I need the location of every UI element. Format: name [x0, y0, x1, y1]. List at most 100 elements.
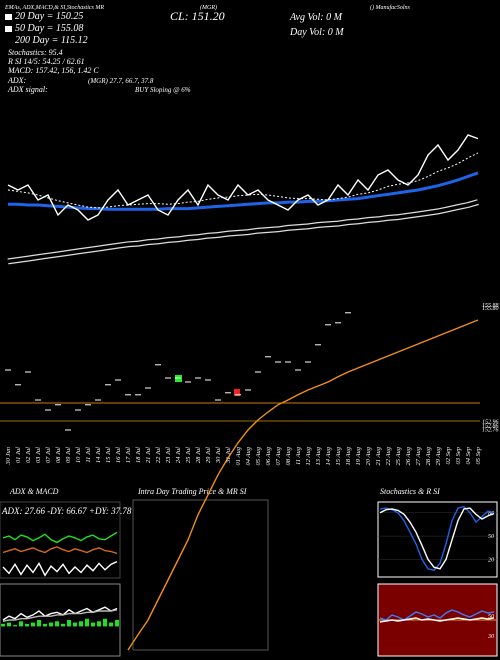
histogram-bar: [49, 622, 53, 627]
x-tick-label: 03 Jul: [35, 447, 42, 463]
x-tick-label: 13 Aug: [315, 446, 322, 465]
x-tick-label: 27 Aug: [415, 446, 422, 465]
annotation: BUY Sloping @ 6%: [135, 86, 191, 94]
histogram-bar: [85, 618, 89, 627]
line: [379, 609, 495, 621]
x-tick-label: 01 Jul: [15, 447, 22, 463]
x-tick-label: 18 Aug: [345, 446, 352, 465]
x-tick-label: 20 Aug: [365, 446, 372, 465]
x-tick-label: 23 Jul: [165, 447, 172, 463]
header-ticker: (MGR): [200, 4, 217, 11]
x-tick-label: 16 Jul: [115, 447, 122, 463]
x-tick-label: 15 Aug: [335, 446, 342, 465]
x-tick-label: 29 Aug: [435, 446, 442, 465]
annotation: ADX signal:: [7, 85, 48, 94]
x-tick-label: 19 Aug: [355, 446, 362, 465]
x-tick-label: 08 Jul: [55, 447, 62, 463]
histogram-bar: [115, 620, 119, 627]
line: [2, 560, 118, 577]
signal-box: [234, 389, 240, 396]
x-tick-label: 02 Sep: [445, 446, 452, 464]
x-tick-label: 29 Jul: [205, 447, 212, 463]
x-tick-label: 30 Jun: [5, 447, 12, 466]
x-tick-label: 22 Jul: [155, 447, 162, 463]
line: [2, 531, 118, 544]
header-company: () ManufacSolns: [370, 4, 410, 11]
annotation: 50 Day = 155.08: [15, 23, 83, 34]
x-tick-label: 17 Jul: [125, 447, 132, 463]
y-tick-label: 20: [488, 557, 494, 563]
annotation: ADX:: [7, 76, 27, 85]
histogram-bar: [55, 621, 59, 627]
adx-annotation: ADX: 27.66 -DY: 66.67 +DY: 37.78: [1, 506, 132, 516]
annotation: (MGR) 27.7, 66.7, 37.8: [88, 77, 154, 85]
annotation: Stochastics: 95.4: [8, 48, 63, 57]
x-tick-label: 10 Jul: [75, 447, 82, 463]
line: [8, 171, 479, 211]
line: [7, 152, 479, 209]
line: [379, 505, 495, 572]
histogram-bar: [19, 621, 23, 627]
histogram-bar: [7, 622, 11, 627]
line: [7, 134, 479, 221]
annotation: MACD: 157.42, 156, 1.42 C: [7, 66, 99, 75]
y-tick-label: 50: [488, 534, 494, 540]
annotation: 20 Day = 150.25: [15, 11, 83, 22]
line: [2, 546, 118, 555]
histogram-bar: [61, 623, 65, 627]
x-tick-label: 25 Jul: [185, 447, 192, 463]
histogram-bar: [79, 621, 83, 627]
avg-vol: Avg Vol: 0 M: [289, 12, 343, 23]
panel-title: Stochastics & R SI: [380, 487, 440, 496]
histogram-bar: [109, 622, 113, 627]
annotation: 200 Day = 115.12: [15, 35, 88, 46]
annotation: R SI 14/5: 54.25 / 62.61: [7, 57, 85, 66]
x-tick-label: 11 Jul: [85, 447, 92, 463]
x-tick-label: 25 Aug: [395, 446, 402, 465]
x-tick-label: 14 Jul: [95, 447, 102, 463]
y-tick-label: 155.80: [482, 306, 499, 312]
x-tick-label: 04 Aug: [245, 446, 252, 465]
header-title: EMAs, ADX,MACD,& SI,Stochastics MR: [4, 5, 104, 11]
close-label: CL: 151.20: [170, 9, 225, 23]
y-tick-label: 155.88: [482, 303, 499, 309]
histogram-bar: [37, 620, 41, 627]
line: [2, 609, 118, 622]
x-tick-label: 22 Aug: [385, 446, 392, 465]
x-tick-label: 12 Aug: [305, 446, 312, 465]
y-tick-label: 30: [487, 634, 494, 640]
histogram-bar: [73, 622, 77, 627]
x-tick-label: 07 Aug: [275, 446, 282, 465]
day-vol: Day Vol: 0 M: [289, 27, 344, 38]
x-tick-label: 11 Aug: [295, 446, 302, 465]
line: [379, 617, 495, 623]
x-tick-label: 24 Jul: [175, 447, 182, 463]
x-tick-label: 02 Jul: [25, 447, 32, 463]
x-tick-label: 05 Aug: [255, 446, 262, 465]
x-tick-label: 28 Jul: [195, 447, 202, 463]
x-tick-label: 18 Jul: [135, 447, 142, 463]
x-tick-label: 31 Jul: [225, 447, 232, 464]
x-tick-label: 30 Jul: [215, 447, 222, 464]
y-tick-label: 152.76: [482, 428, 499, 434]
histogram-bar: [25, 623, 29, 627]
line: [2, 606, 118, 621]
x-tick-label: 01 Aug: [235, 446, 242, 465]
intraday-panel: [132, 499, 269, 651]
x-tick-label: 28 Aug: [425, 446, 432, 465]
x-tick-label: 21 Jul: [145, 447, 152, 463]
x-tick-label: 03 Sep: [455, 446, 462, 464]
histogram-bar: [13, 625, 17, 627]
histogram-bar: [97, 621, 101, 627]
x-tick-label: 26 Aug: [405, 446, 412, 465]
x-tick-label: 09 Jul: [65, 447, 72, 463]
panel-title: ADX & MACD: [9, 487, 59, 496]
y-tick-label: 80: [488, 511, 494, 517]
x-tick-label: 07 Jul: [45, 447, 52, 463]
macd-panel: [0, 583, 121, 657]
legend-swatch: [5, 14, 12, 20]
line: [127, 319, 479, 651]
